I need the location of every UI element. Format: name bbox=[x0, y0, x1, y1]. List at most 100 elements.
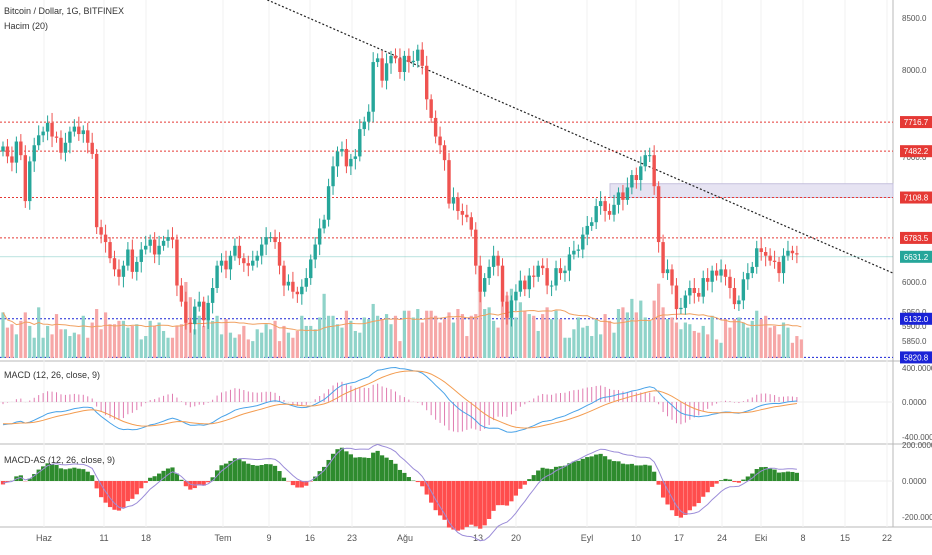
candle-body bbox=[104, 235, 107, 242]
volume-bar bbox=[666, 319, 669, 358]
macdas-histogram-bar bbox=[438, 481, 442, 515]
volume-bar bbox=[488, 307, 491, 358]
candle-body bbox=[10, 156, 13, 162]
candle-body bbox=[554, 268, 557, 285]
volume-bar bbox=[162, 331, 165, 358]
candle-body bbox=[621, 192, 624, 199]
candle-body bbox=[742, 279, 745, 300]
candle-body bbox=[764, 252, 767, 256]
candle-body bbox=[737, 300, 740, 304]
macdas-histogram-bar bbox=[434, 481, 438, 510]
volume-bar bbox=[474, 314, 477, 358]
macdas-histogram-bar bbox=[269, 464, 273, 481]
volume-bar bbox=[483, 309, 486, 358]
volume-bar bbox=[1, 312, 4, 358]
candle-body bbox=[117, 269, 120, 276]
macdas-histogram-bar bbox=[255, 466, 259, 481]
volume-bar bbox=[64, 329, 67, 358]
candle-body bbox=[733, 288, 736, 304]
candle-body bbox=[41, 132, 44, 136]
volume-bar bbox=[314, 329, 317, 358]
candle-body bbox=[608, 211, 611, 215]
candle-body bbox=[795, 253, 798, 254]
volume-bar bbox=[202, 326, 205, 358]
volume-bar bbox=[715, 339, 718, 358]
x-tick-label: 18 bbox=[141, 533, 151, 543]
macdas-histogram-bar bbox=[148, 478, 152, 481]
candle-body bbox=[242, 258, 245, 263]
candle-body bbox=[50, 123, 53, 137]
volume-bar bbox=[117, 321, 120, 358]
macdas-legend: MACD-AS (12, 26, close, 9) bbox=[4, 455, 115, 465]
volume-bar bbox=[376, 316, 379, 358]
candle-body bbox=[305, 278, 308, 287]
candle-body bbox=[434, 118, 437, 137]
x-tick-label: 16 bbox=[305, 533, 315, 543]
candle-body bbox=[438, 137, 441, 146]
level-label: 7482.2 bbox=[904, 147, 929, 156]
volume-bar bbox=[238, 334, 241, 358]
volume-bar bbox=[10, 324, 13, 358]
candle-body bbox=[82, 130, 85, 134]
candle-body bbox=[349, 159, 352, 166]
macdas-histogram-bar bbox=[420, 481, 424, 486]
candle-body bbox=[630, 175, 633, 187]
macdas-histogram-bar bbox=[590, 456, 594, 481]
macdas-histogram-bar bbox=[639, 465, 643, 481]
volume-bar bbox=[6, 328, 9, 358]
candle-body bbox=[443, 145, 446, 160]
candle-body bbox=[318, 228, 321, 244]
macdas-histogram-bar bbox=[340, 448, 344, 481]
volume-bar bbox=[764, 316, 767, 358]
candle-body bbox=[162, 241, 165, 246]
candle-body bbox=[300, 287, 303, 294]
macdas-histogram-bar bbox=[130, 481, 134, 499]
volume-bar bbox=[737, 317, 740, 358]
candle-body bbox=[282, 266, 285, 286]
volume-bar bbox=[28, 326, 31, 358]
volume-bar bbox=[336, 324, 339, 358]
macdas-histogram-bar bbox=[563, 466, 567, 481]
macdas-histogram-bar bbox=[144, 481, 148, 483]
macdas-histogram-bar bbox=[282, 478, 286, 481]
volume-bar bbox=[372, 304, 375, 358]
candle-body bbox=[532, 276, 535, 277]
candle-body bbox=[385, 63, 388, 80]
macdas-histogram-bar bbox=[697, 481, 701, 503]
candle-body bbox=[550, 286, 553, 287]
macdas-histogram-bar bbox=[456, 481, 460, 531]
candle-body bbox=[380, 58, 383, 80]
macdas-histogram-bar bbox=[242, 461, 246, 481]
macdas-histogram-bar bbox=[483, 481, 487, 525]
volume-bar bbox=[269, 329, 272, 358]
volume-bar bbox=[693, 331, 696, 358]
macdas-histogram-bar bbox=[402, 473, 406, 481]
candle-body bbox=[505, 302, 508, 318]
volume-bar bbox=[403, 311, 406, 358]
macdas-histogram-bar bbox=[460, 481, 464, 530]
candle-body bbox=[113, 258, 116, 269]
candle-body bbox=[309, 259, 312, 278]
candle-body bbox=[91, 143, 94, 154]
macdas-histogram-bar bbox=[781, 472, 785, 481]
macdas-histogram-bar bbox=[723, 479, 727, 481]
candle-body bbox=[220, 261, 223, 266]
volume-bar bbox=[211, 321, 214, 358]
macdas-histogram-bar bbox=[447, 481, 451, 528]
macdas-histogram-bar bbox=[786, 472, 790, 481]
candle-body bbox=[180, 286, 183, 302]
candle-body bbox=[193, 307, 196, 324]
volume-bar bbox=[242, 326, 245, 358]
candle-body bbox=[572, 251, 575, 255]
volume-bar bbox=[496, 328, 499, 358]
volume-bar bbox=[644, 317, 647, 358]
volume-bar bbox=[291, 338, 294, 358]
candle-body bbox=[697, 293, 700, 297]
macdas-histogram-bar bbox=[581, 459, 585, 481]
volume-bar bbox=[77, 334, 80, 358]
volume-bar bbox=[550, 319, 553, 358]
candle-body bbox=[514, 292, 517, 301]
candle-body bbox=[594, 206, 597, 222]
level-label: 7108.8 bbox=[904, 194, 929, 203]
candle-body bbox=[545, 268, 548, 285]
